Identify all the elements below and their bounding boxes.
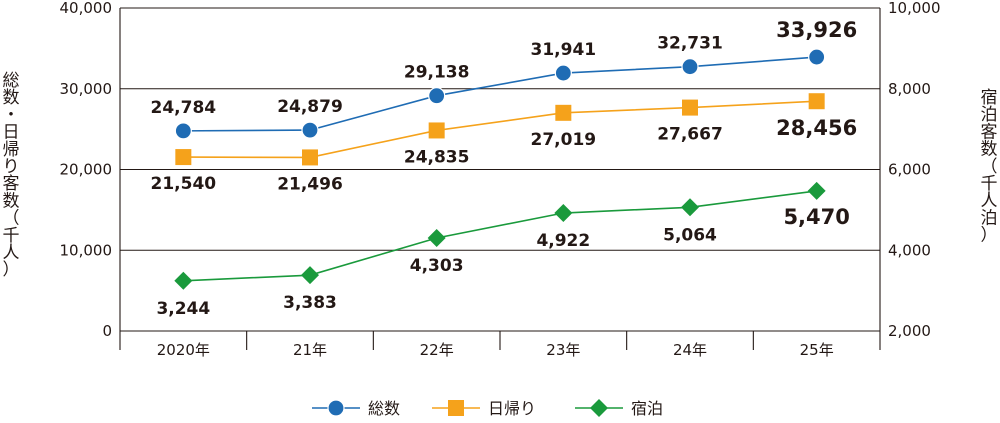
- data-point: [302, 149, 318, 166]
- legend-label: 総数: [368, 399, 400, 418]
- data-point: [428, 87, 446, 105]
- data-label: 28,456: [776, 116, 857, 140]
- y-left-tick-label: 10,000: [60, 241, 113, 259]
- data-label: 3,383: [283, 293, 337, 313]
- data-point: [301, 121, 319, 139]
- data-label: 33,926: [776, 18, 857, 42]
- y-left-tick-label: 0: [102, 322, 112, 340]
- series-layer: [174, 48, 826, 290]
- data-label: 21,540: [151, 174, 217, 194]
- y-left-tick-label: 40,000: [60, 0, 113, 17]
- legend-label: 宿泊: [631, 399, 663, 418]
- x-tick-label: 23年: [546, 341, 580, 359]
- legend-marker: [590, 399, 608, 417]
- data-point: [301, 266, 319, 285]
- data-point: [808, 48, 826, 66]
- data-label: 32,731: [657, 34, 723, 54]
- data-label: 21,496: [277, 174, 343, 194]
- data-point: [175, 149, 192, 166]
- data-label: 5,064: [663, 225, 717, 245]
- data-label: 27,667: [657, 125, 723, 145]
- data-label: 4,922: [536, 231, 590, 251]
- legend-label: 日帰り: [488, 399, 536, 418]
- legend-item: 宿泊: [575, 399, 663, 418]
- y-left-tick-label: 20,000: [60, 161, 113, 179]
- legend-item: 総数: [312, 399, 400, 418]
- data-label: 3,244: [156, 299, 210, 319]
- data-point: [681, 58, 699, 76]
- data-label: 5,470: [783, 205, 849, 229]
- data-point: [555, 104, 572, 121]
- data-point: [554, 204, 573, 223]
- legend-marker: [448, 400, 464, 416]
- legend-marker: [327, 399, 345, 417]
- series-line: [183, 190, 817, 282]
- data-label: 29,138: [404, 63, 470, 83]
- x-tick-label: 21年: [293, 341, 327, 359]
- data-label: 24,784: [151, 98, 217, 118]
- y-right-tick-label: 2,000: [888, 322, 931, 340]
- series-line: [183, 56, 817, 132]
- data-point: [428, 122, 445, 139]
- x-tick-label: 22年: [420, 341, 454, 359]
- gridlines: [120, 7, 880, 332]
- data-point: [681, 198, 699, 217]
- series-circle: [174, 48, 826, 140]
- x-tick-label: 25年: [800, 341, 834, 359]
- y-right-axis-title: 宿泊客数（千人泊）: [981, 88, 998, 246]
- data-point: [427, 229, 446, 248]
- data-point: [682, 99, 698, 116]
- y-right-tick-label: 4,000: [888, 241, 931, 259]
- series-square: [175, 93, 825, 166]
- data-label: 31,941: [531, 40, 597, 60]
- data-label: 27,019: [531, 130, 597, 150]
- series-line: [183, 100, 817, 159]
- legend: 総数 日帰り 宿泊: [312, 399, 663, 418]
- data-point: [807, 181, 826, 200]
- y-right-tick-label: 8,000: [888, 80, 931, 98]
- y-right-tick-label: 10,000: [888, 0, 941, 17]
- legend-item: 日帰り: [432, 399, 536, 418]
- data-label: 24,835: [404, 147, 470, 167]
- x-tick-label: 24年: [673, 341, 707, 359]
- data-label: 4,303: [410, 256, 464, 276]
- series-diamond: [174, 181, 826, 290]
- x-tick-label: 2020年: [157, 341, 210, 359]
- data-point: [808, 93, 825, 110]
- data-point: [554, 64, 572, 82]
- data-point: [174, 271, 193, 290]
- data-label: 24,879: [277, 97, 343, 117]
- y-left-tick-label: 30,000: [60, 80, 113, 98]
- data-labels: 24,784 24,879 29,138 31,941 32,731 33,926 21,5…: [151, 18, 858, 319]
- y-right-tick-label: 6,000: [888, 161, 931, 179]
- data-point: [174, 122, 192, 140]
- y-left-axis-title: 総数・日帰り客数（千人）: [3, 71, 20, 280]
- axes: 0 10,000 20,000 30,000 40,000 2,000 4,000 6,000…: [3, 0, 998, 359]
